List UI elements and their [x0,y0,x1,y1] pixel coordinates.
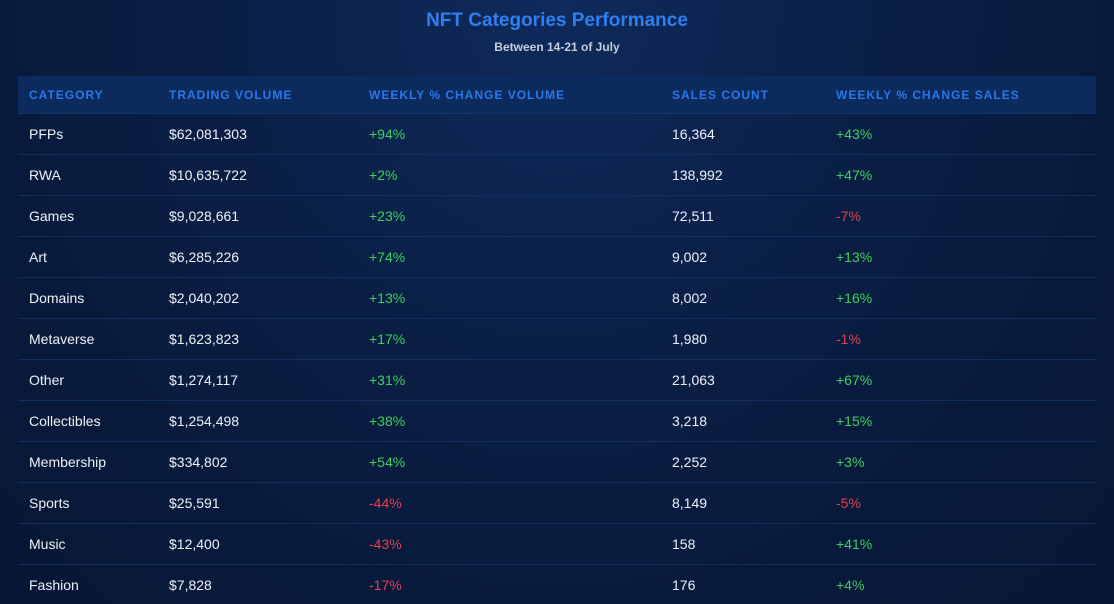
table-row: Games $9,028,661 +23% 72,511 -7% [18,195,1096,237]
sales-count-cell: 9,002 [661,236,825,278]
category-cell: Sports [18,482,158,524]
table-row: Music $12,400 -43% 158 +41% [18,523,1096,565]
table-row: Collectibles $1,254,498 +38% 3,218 +15% [18,400,1096,442]
weekly-change-sales-cell: -7% [825,195,1096,237]
trading-volume-cell: $62,081,303 [158,113,358,155]
trading-volume-cell: $1,623,823 [158,318,358,360]
category-cell: Domains [18,277,158,319]
weekly-change-volume-cell: +54% [358,441,661,483]
trading-volume-cell: $1,274,117 [158,359,358,401]
sales-count-cell: 8,002 [661,277,825,319]
category-cell: Art [18,236,158,278]
trading-volume-cell: $7,828 [158,564,358,604]
trading-volume-cell: $10,635,722 [158,154,358,196]
weekly-change-volume-cell: +23% [358,195,661,237]
sales-count-cell: 3,218 [661,400,825,442]
chart-subtitle: Between 14-21 of July [494,40,620,54]
table-row: Fashion $7,828 -17% 176 +4% [18,564,1096,604]
category-cell: Membership [18,441,158,483]
weekly-change-sales-cell: -5% [825,482,1096,524]
sales-count-cell: 8,149 [661,482,825,524]
table-row: PFPs $62,081,303 +94% 16,364 +43% [18,113,1096,155]
weekly-change-volume-cell: +17% [358,318,661,360]
sales-count-cell: 16,364 [661,113,825,155]
column-header-category: CATEGORY [18,76,158,114]
trading-volume-cell: $2,040,202 [158,277,358,319]
category-cell: Music [18,523,158,565]
column-header-trading-volume: TRADING VOLUME [158,76,358,114]
trading-volume-cell: $1,254,498 [158,400,358,442]
weekly-change-volume-cell: +31% [358,359,661,401]
weekly-change-volume-cell: -44% [358,482,661,524]
category-cell: Metaverse [18,318,158,360]
trading-volume-cell: $334,802 [158,441,358,483]
weekly-change-volume-cell: +38% [358,400,661,442]
table-row: Metaverse $1,623,823 +17% 1,980 -1% [18,318,1096,360]
trading-volume-cell: $25,591 [158,482,358,524]
header-row: CATEGORY TRADING VOLUME WEEKLY % CHANGE … [18,76,1096,114]
table-body: PFPs $62,081,303 +94% 16,364 +43% RWA $10,635,… [18,113,1096,604]
table-row: Other $1,274,117 +31% 21,063 +67% [18,359,1096,401]
column-header-weekly-change-volume: WEEKLY % CHANGE VOLUME [358,76,661,114]
column-header-sales-count: SALES COUNT [661,76,825,114]
sales-count-cell: 2,252 [661,441,825,483]
weekly-change-volume-cell: +2% [358,154,661,196]
weekly-change-sales-cell: +4% [825,564,1096,604]
sales-count-cell: 1,980 [661,318,825,360]
weekly-change-sales-cell: -1% [825,318,1096,360]
trading-volume-cell: $9,028,661 [158,195,358,237]
sales-count-cell: 176 [661,564,825,604]
category-cell: Other [18,359,158,401]
category-cell: PFPs [18,113,158,155]
sales-count-cell: 21,063 [661,359,825,401]
table-header: CATEGORY TRADING VOLUME WEEKLY % CHANGE … [18,76,1096,114]
table-row: Domains $2,040,202 +13% 8,002 +16% [18,277,1096,319]
table-row: Membership $334,802 +54% 2,252 +3% [18,441,1096,483]
trading-volume-cell: $6,285,226 [158,236,358,278]
column-header-weekly-change-sales: WEEKLY % CHANGE SALES [825,76,1096,114]
weekly-change-sales-cell: +47% [825,154,1096,196]
weekly-change-sales-cell: +13% [825,236,1096,278]
category-cell: Collectibles [18,400,158,442]
sales-count-cell: 138,992 [661,154,825,196]
table-row: Sports $25,591 -44% 8,149 -5% [18,482,1096,524]
category-cell: Fashion [18,564,158,604]
trading-volume-cell: $12,400 [158,523,358,565]
sales-count-cell: 72,511 [661,195,825,237]
weekly-change-sales-cell: +16% [825,277,1096,319]
performance-table: CATEGORY TRADING VOLUME WEEKLY % CHANGE … [18,76,1096,604]
weekly-change-sales-cell: +15% [825,400,1096,442]
weekly-change-sales-cell: +3% [825,441,1096,483]
weekly-change-sales-cell: +41% [825,523,1096,565]
weekly-change-volume-cell: -17% [358,564,661,604]
category-cell: Games [18,195,158,237]
sales-count-cell: 158 [661,523,825,565]
weekly-change-volume-cell: +13% [358,277,661,319]
table-row: Art $6,285,226 +74% 9,002 +13% [18,236,1096,278]
weekly-change-sales-cell: +43% [825,113,1096,155]
category-cell: RWA [18,154,158,196]
weekly-change-sales-cell: +67% [825,359,1096,401]
weekly-change-volume-cell: +94% [358,113,661,155]
weekly-change-volume-cell: +74% [358,236,661,278]
weekly-change-volume-cell: -43% [358,523,661,565]
table-row: RWA $10,635,722 +2% 138,992 +47% [18,154,1096,196]
chart-title: NFT Categories Performance [426,10,688,31]
